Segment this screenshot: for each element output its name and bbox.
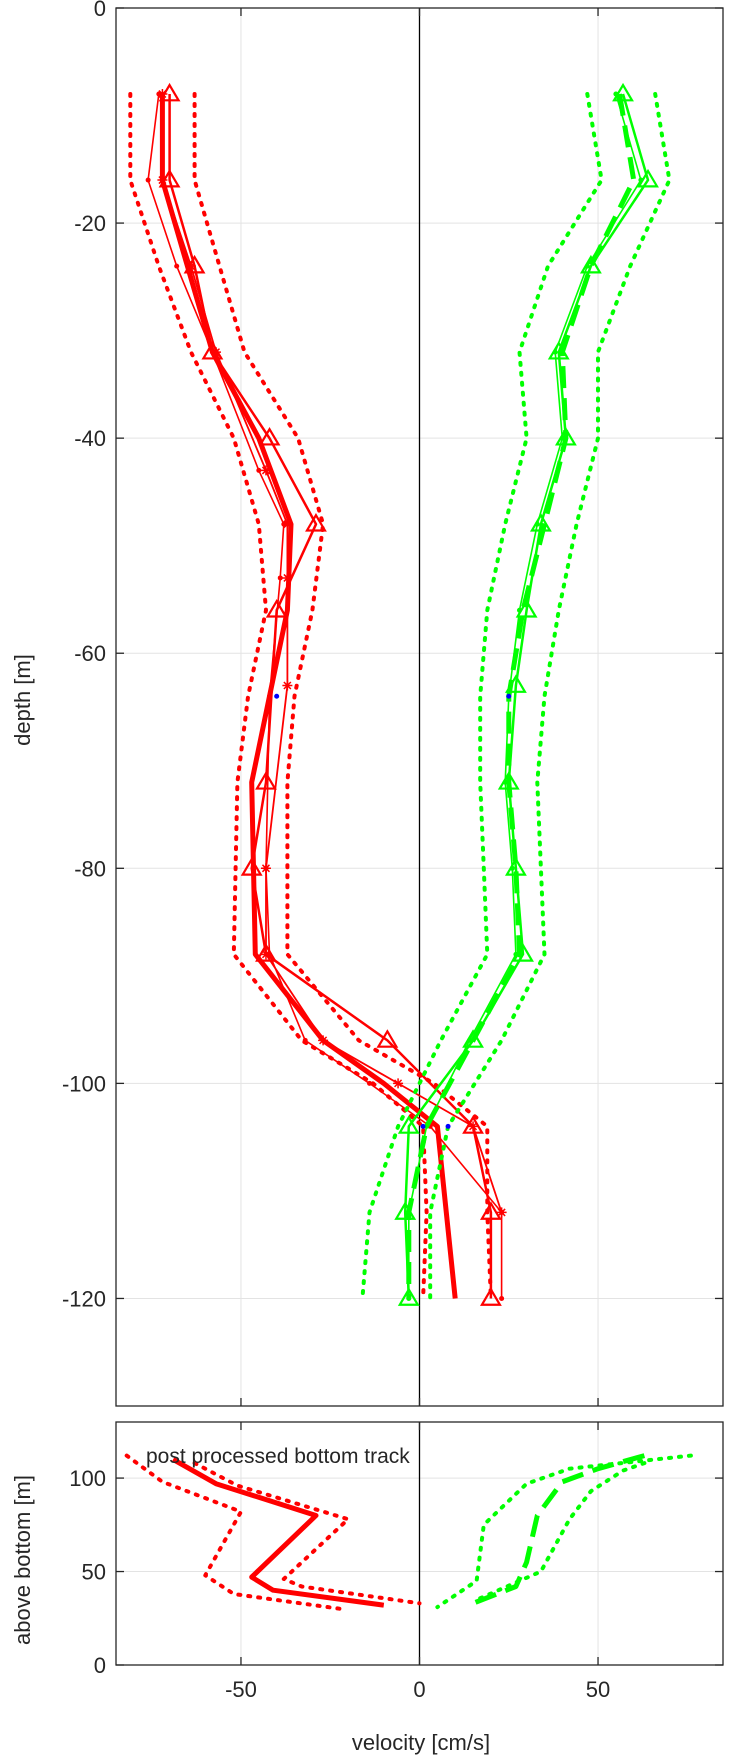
series-line-u-dotted — [128, 92, 429, 1301]
series-line-u-dots — [147, 93, 503, 1299]
blue-dot-marker — [274, 693, 280, 699]
triangle-marker — [637, 168, 659, 188]
y-tick-label: -60 — [74, 641, 106, 666]
series-line-v-dots — [408, 93, 642, 1299]
triangle-marker — [512, 943, 534, 962]
y-tick-label: -120 — [62, 1286, 106, 1311]
triangle-marker — [397, 1115, 420, 1134]
star-marker — [210, 347, 221, 358]
triangle-marker — [462, 1115, 484, 1134]
y-tick-label: -100 — [62, 1071, 106, 1096]
x-tick-label: 50 — [586, 1677, 610, 1702]
dot-marker — [638, 177, 644, 183]
y-tick-label: 100 — [69, 1466, 106, 1491]
top-y-axis-label: depth [m] — [10, 654, 35, 746]
dot-marker — [534, 521, 540, 527]
series-line-v-dotted — [471, 1461, 647, 1604]
dot-marker — [424, 1123, 430, 1129]
triangle-marker — [255, 771, 277, 790]
dot-marker — [559, 435, 565, 441]
series-line-v-triangles — [403, 93, 650, 1299]
dot-marker — [267, 693, 273, 699]
triangle-marker — [397, 1287, 420, 1306]
star-marker — [185, 261, 196, 272]
y-tick-label: 0 — [94, 0, 106, 21]
bottom-track-annotation: post processed bottom track — [146, 1445, 410, 1468]
star-marker — [157, 89, 168, 100]
series-line-v-dashed — [406, 93, 637, 1299]
series-line-u-stars — [161, 94, 503, 1213]
dot-marker — [584, 263, 590, 269]
star-marker — [282, 680, 293, 691]
blue-dot-marker — [420, 1123, 426, 1129]
dot-marker — [406, 1209, 412, 1215]
dot-marker — [509, 865, 515, 871]
x-axis-label: velocity [cm/s] — [352, 1730, 490, 1755]
y-tick-label: -40 — [74, 426, 106, 451]
dot-marker — [256, 467, 262, 473]
x-tick-label: -50 — [225, 1677, 257, 1702]
dot-marker — [145, 177, 151, 183]
series-line-u-thick — [159, 94, 458, 1299]
star-marker — [468, 1121, 479, 1132]
dot-marker — [502, 779, 508, 785]
y-tick-label: -20 — [74, 211, 106, 236]
x-tick-label: 0 — [413, 1677, 425, 1702]
dot-marker — [209, 349, 215, 355]
dot-marker — [406, 1295, 412, 1301]
y-tick-label: -80 — [74, 856, 106, 881]
dot-marker — [367, 1080, 373, 1086]
triangle-marker — [305, 513, 327, 532]
bottom-y-axis-label: above bottom [m] — [10, 1475, 35, 1645]
series-line-u-thick — [171, 1457, 385, 1608]
dot-marker — [466, 1037, 472, 1043]
dot-marker — [613, 91, 619, 97]
triangle-marker — [376, 1029, 399, 1048]
triangle-marker — [258, 426, 281, 446]
star-marker — [393, 1078, 404, 1089]
dot-marker — [156, 91, 162, 97]
y-tick-label: 0 — [94, 1653, 106, 1678]
triangle-marker — [158, 168, 181, 188]
triangle-marker — [504, 674, 527, 693]
dot-marker — [277, 575, 283, 581]
dot-marker — [499, 1209, 505, 1215]
series-line-v-dotted — [428, 92, 672, 1301]
blue-dot-marker — [445, 1123, 451, 1129]
bottom-panel-bottom-track: -50 0 50 0 50 100 — [69, 1421, 724, 1702]
blue-dot-marker — [506, 693, 512, 699]
triangle-marker — [479, 1287, 502, 1306]
series-line-u-dotted — [192, 92, 493, 1301]
series-line-u-dotted — [192, 1461, 422, 1606]
series-line-v-dashed — [472, 1453, 646, 1606]
dot-marker — [281, 521, 287, 527]
triangle-marker — [158, 82, 181, 102]
y-tick-label: 50 — [82, 1560, 106, 1585]
star-marker — [282, 519, 293, 530]
star-marker — [260, 465, 271, 476]
triangle-marker — [515, 599, 538, 618]
dot-marker — [267, 951, 273, 957]
series-line-u-triangles — [168, 94, 493, 1299]
dot-marker — [174, 263, 180, 269]
series-line-v-dotted — [435, 1453, 693, 1610]
series-line-u-dotted — [124, 1453, 343, 1611]
dot-marker — [263, 865, 269, 871]
series-line-v-dotted — [360, 92, 604, 1301]
dot-marker — [516, 607, 522, 613]
dot-marker — [499, 1295, 505, 1301]
star-marker — [282, 572, 293, 583]
star-marker — [318, 1035, 329, 1046]
dot-marker — [513, 951, 519, 957]
star-marker — [157, 175, 168, 186]
triangle-marker — [612, 82, 634, 102]
top-panel-velocity-vs-depth: 0 -20 -40 -60 -80 -100 -120 — [62, 0, 724, 1407]
triangle-marker — [240, 857, 263, 876]
star-marker — [260, 949, 271, 960]
dot-marker — [552, 349, 558, 355]
